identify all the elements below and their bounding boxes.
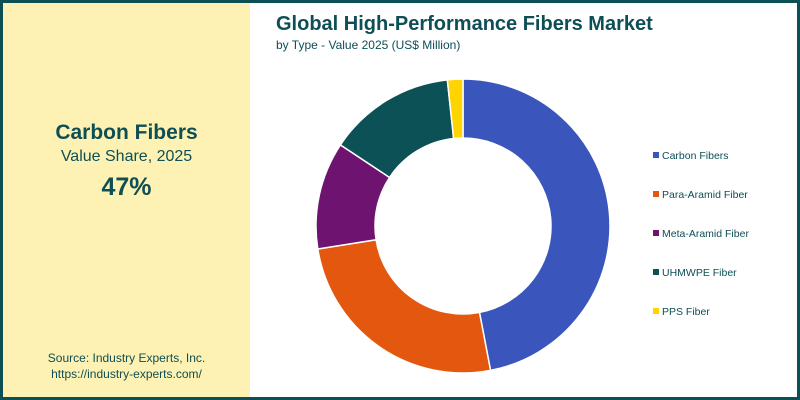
- legend-swatch-icon: [653, 191, 659, 198]
- donut-slice-para-aramid-fiber: [316, 238, 492, 374]
- highlight-panel: Carbon Fibers Value Share, 2025 47% Sour…: [3, 3, 250, 397]
- chart-subtitle: by Type - Value 2025 (US$ Million): [276, 38, 461, 52]
- legend-item-uhmwpe: UHMWPE Fiber: [653, 267, 737, 279]
- legend-label: Para-Aramid Fiber: [662, 189, 748, 201]
- source-text: Source: Industry Experts, Inc.: [47, 351, 206, 365]
- highlight-subtitle: Value Share, 2025: [60, 148, 193, 165]
- legend-item-meta-aramid: Meta-Aramid Fiber: [653, 228, 749, 240]
- highlight-value: 47%: [101, 173, 152, 201]
- donut-chart: [315, 78, 611, 374]
- legend-swatch-icon: [653, 152, 659, 159]
- legend-swatch-icon: [653, 269, 659, 276]
- donut-slice-pps-fiber: [446, 78, 464, 140]
- legend-swatch-icon: [653, 308, 659, 315]
- source-link[interactable]: https://industry-experts.com/: [51, 367, 202, 381]
- legend-label: PPS Fiber: [662, 306, 710, 318]
- legend-item-carbon-fibers: Carbon Fibers: [653, 150, 729, 162]
- legend-label: Carbon Fibers: [662, 150, 729, 162]
- highlight-name: Carbon Fibers: [55, 121, 198, 144]
- legend-swatch-icon: [653, 230, 659, 237]
- donut-slice-carbon-fibers: [462, 78, 611, 372]
- legend-label: Meta-Aramid Fiber: [662, 228, 749, 240]
- legend-item-para-aramid: Para-Aramid Fiber: [653, 189, 748, 201]
- legend-item-pps: PPS Fiber: [653, 306, 710, 318]
- legend-label: UHMWPE Fiber: [662, 267, 737, 279]
- chart-title: Global High-Performance Fibers Market: [276, 13, 653, 35]
